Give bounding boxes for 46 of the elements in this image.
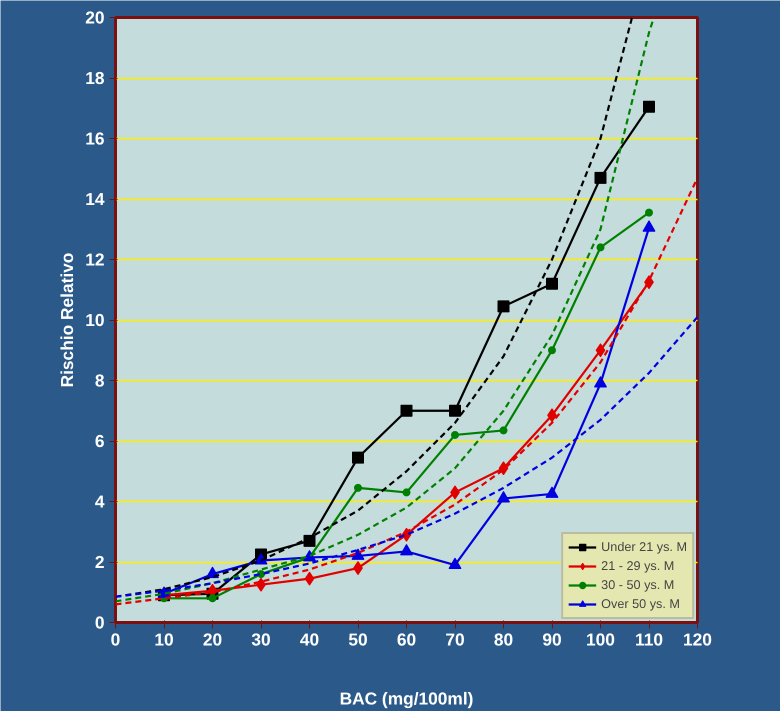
x-tick-label: 40 — [300, 630, 320, 650]
y-tick-label: 2 — [94, 552, 105, 572]
x-tick-label: 50 — [348, 630, 368, 650]
y-tick-label: 6 — [94, 431, 105, 451]
point — [643, 100, 655, 113]
x-tick-label: 70 — [445, 630, 465, 650]
x-axis-title: BAC (mg/100ml) — [340, 688, 474, 708]
legend-label: Over 50 ys. M — [601, 596, 680, 612]
point — [354, 484, 362, 492]
point — [449, 404, 461, 417]
x-tick-label: 100 — [586, 630, 615, 650]
point — [208, 594, 216, 602]
legend-label: 30 - 50 ys. M — [601, 577, 674, 593]
point — [304, 534, 316, 547]
x-tick-label: 20 — [202, 630, 222, 650]
y-tick-label: 16 — [85, 128, 105, 148]
x-tick-label: 0 — [110, 630, 120, 650]
y-axis-title: Rischio Relativo — [57, 252, 78, 388]
y-tick-label: 18 — [85, 68, 105, 88]
x-tick-label: 80 — [494, 630, 514, 650]
legend-label: Under 21 ys. M — [601, 539, 687, 555]
point — [546, 278, 558, 290]
point — [594, 172, 606, 184]
x-tick-label: 90 — [542, 630, 562, 650]
y-tick-label: 4 — [94, 492, 105, 512]
point — [498, 300, 510, 312]
x-tick-label: 10 — [154, 630, 174, 650]
point — [400, 404, 412, 417]
point — [500, 426, 508, 434]
point — [548, 346, 556, 354]
x-tick-label: 30 — [251, 630, 271, 650]
y-tick-label: 8 — [94, 370, 105, 390]
point — [352, 452, 364, 464]
point — [645, 208, 653, 217]
x-tick-label: 60 — [396, 630, 416, 650]
y-tick-label: 12 — [85, 250, 105, 270]
point — [596, 243, 604, 252]
point — [402, 488, 410, 496]
x-tick-label: 110 — [635, 630, 663, 650]
legend-label: 21 - 29 ys. M — [601, 558, 674, 574]
point — [451, 430, 459, 439]
y-tick-label: 0 — [94, 612, 105, 632]
y-tick-label: 14 — [85, 189, 105, 209]
y-tick-label: 20 — [85, 8, 105, 28]
y-tick-label: 10 — [85, 310, 105, 330]
x-tick-label: 120 — [683, 630, 712, 650]
